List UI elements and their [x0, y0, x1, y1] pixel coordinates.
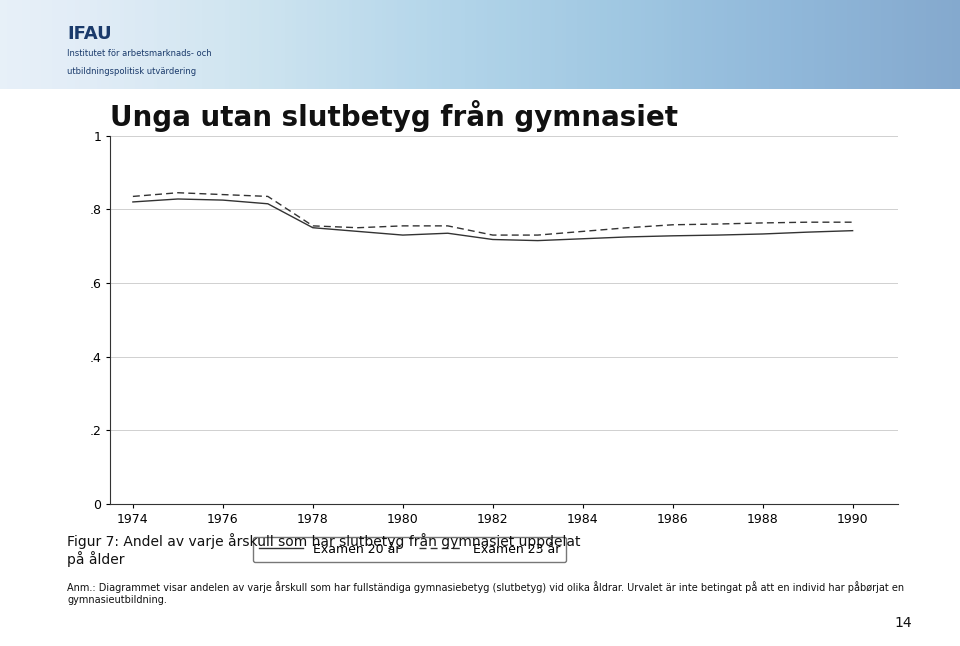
Text: Anm.: Diagrammet visar andelen av varje årskull som har fullständiga gymnasiebet: Anm.: Diagrammet visar andelen av varje …: [67, 581, 904, 605]
Examen 23 år: [217, 191, 228, 198]
Text: utbildningspolitisk utvärdering: utbildningspolitisk utvärdering: [67, 67, 197, 76]
Examen 23 år: [127, 193, 138, 200]
Examen 23 år: [712, 220, 724, 228]
Examen 23 år: [532, 231, 543, 239]
Examen 20 år: [217, 196, 228, 204]
Examen 20 år: [127, 198, 138, 206]
Text: Institutet för arbetsmarknads- och: Institutet för arbetsmarknads- och: [67, 49, 212, 58]
Examen 23 år: [667, 221, 679, 229]
Examen 20 år: [712, 231, 724, 239]
Examen 20 år: [442, 229, 453, 237]
Examen 20 år: [532, 236, 543, 244]
Examen 23 år: [397, 222, 409, 230]
Text: IFAU: IFAU: [67, 25, 111, 43]
Examen 20 år: [802, 228, 813, 236]
Examen 20 år: [756, 230, 768, 238]
Legend: Examen 20 år, Examen 23 år: Examen 20 år, Examen 23 år: [252, 537, 566, 562]
Examen 23 år: [756, 219, 768, 227]
Examen 23 år: [262, 193, 274, 200]
Examen 23 år: [802, 218, 813, 226]
Examen 23 år: [622, 224, 634, 232]
Line: Examen 23 år: Examen 23 år: [132, 193, 852, 235]
Line: Examen 20 år: Examen 20 år: [132, 199, 852, 240]
Examen 20 år: [847, 227, 858, 234]
Examen 23 år: [847, 218, 858, 226]
Text: 14: 14: [895, 616, 912, 630]
Examen 20 år: [667, 232, 679, 240]
Examen 20 år: [487, 236, 498, 244]
Examen 23 år: [442, 222, 453, 230]
Examen 20 år: [262, 200, 274, 207]
Examen 20 år: [307, 224, 319, 232]
Examen 20 år: [397, 231, 409, 239]
Examen 20 år: [577, 235, 588, 243]
Examen 23 år: [307, 222, 319, 230]
Examen 23 år: [352, 224, 364, 232]
Examen 20 år: [352, 227, 364, 235]
Examen 23 år: [577, 227, 588, 235]
Text: Unga utan slutbetyg från gymnasiet: Unga utan slutbetyg från gymnasiet: [110, 100, 679, 132]
Examen 20 år: [622, 233, 634, 241]
Examen 23 år: [172, 189, 183, 196]
Examen 23 år: [487, 231, 498, 239]
Text: Figur 7: Andel av varje årskull som har slutbetyg från gymnasiet uppdelat
på åld: Figur 7: Andel av varje årskull som har …: [67, 533, 581, 567]
Examen 20 år: [172, 195, 183, 203]
